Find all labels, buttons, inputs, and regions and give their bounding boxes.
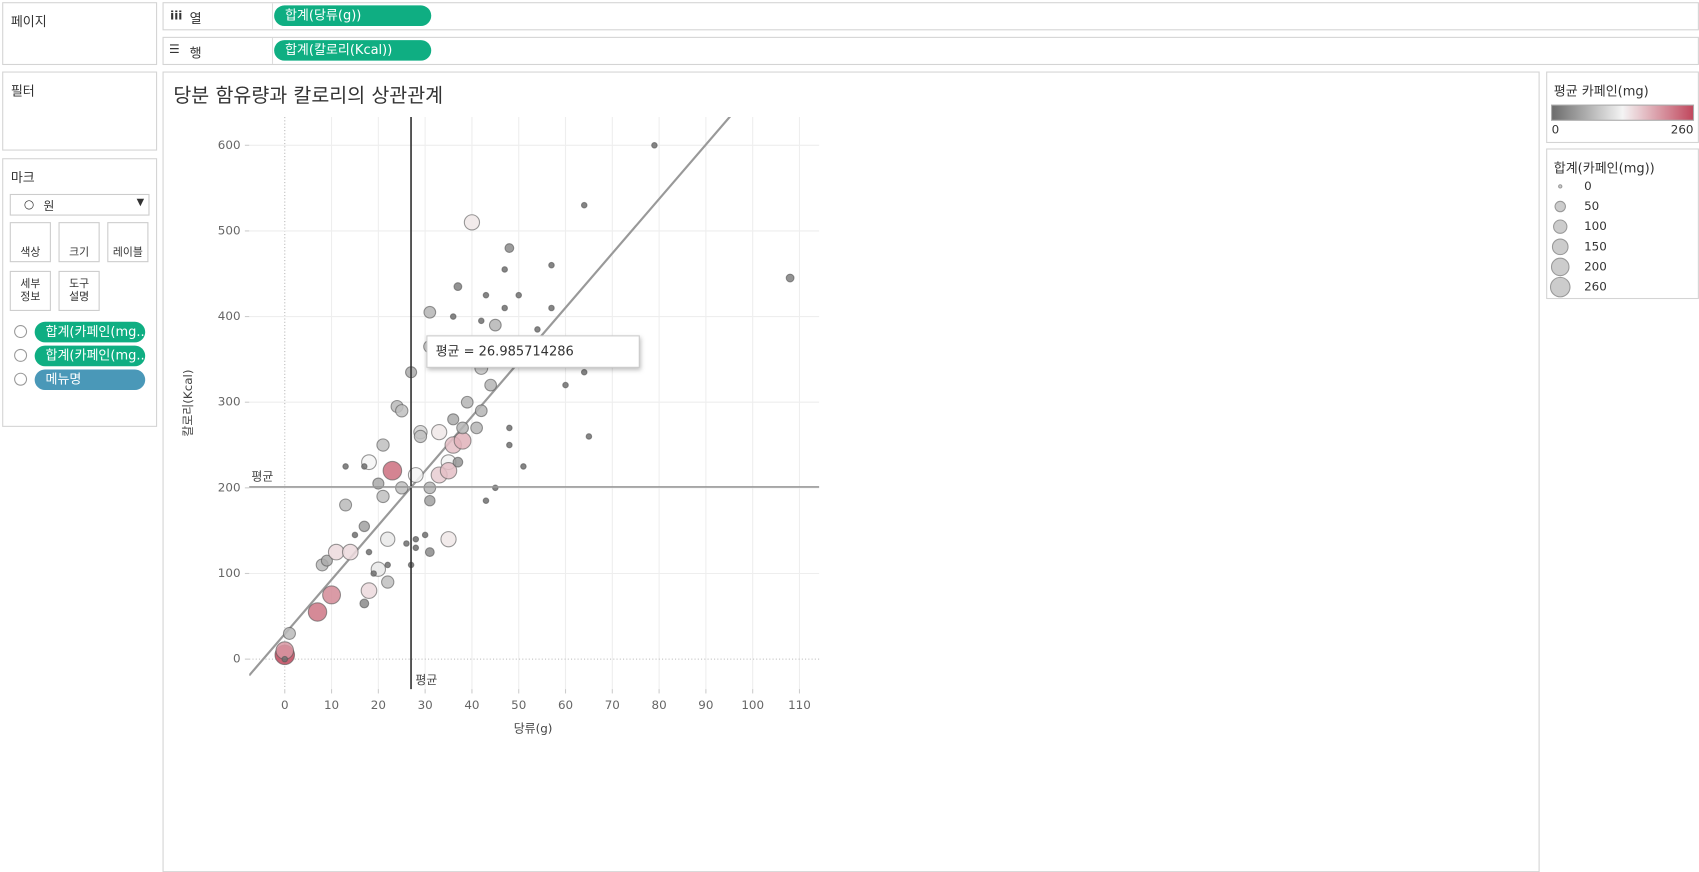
mark-pill[interactable]: 합계(카페인(mg.. [34,321,146,343]
mark-button[interactable]: 크기 [58,222,100,263]
color-legend-title: 평균 카페인(mg) [1553,83,1649,99]
columns-icon: iii [170,8,183,23]
divider [271,3,274,30]
filters-shelf: 필터 [2,71,158,151]
filters-title: 필터 [10,83,35,99]
mark-button[interactable]: 색상 [9,222,51,263]
view [162,71,1540,872]
rows-icon: ☰ [169,42,180,57]
pages-title: 페이지 [10,14,47,30]
rows-shelf: ☰ 행 합계(칼로리(Kcal)) [162,36,1699,66]
circle-icon: ○ [23,197,35,212]
mark-type-dropdown[interactable]: ○ 원 ▼ [9,193,150,216]
pages-shelf: 페이지 [2,2,158,66]
mark-button[interactable]: 세부 정보 [9,270,51,311]
rows-label: 행 [189,45,202,61]
columns-shelf: iii 열 합계(당류(g)) [162,2,1699,31]
columns-pill[interactable]: 합계(당류(g)) [274,5,432,27]
pill-icon [14,325,28,339]
pill-icon [14,348,28,362]
columns-label: 열 [189,10,202,27]
mark-button[interactable]: 레이블 [107,222,149,263]
size-legend-title: 합계(카페인(mg)) [1553,160,1655,176]
rows-pill[interactable]: 합계(칼로리(Kcal)) [274,40,432,61]
marks-title: 마크 [10,170,35,186]
dropdown-arrow: ▼ [136,197,145,209]
pill-icon [14,372,28,386]
mark-pill[interactable]: 메뉴명 [34,369,146,391]
size-legend: 합계(카페인(mg)) [1546,148,1699,300]
mark-type: 원 [43,199,55,214]
divider [271,37,274,64]
mark-pill[interactable]: 합계(카페인(mg.. [34,345,146,367]
mark-button[interactable]: 도구 설명 [58,270,100,311]
color-legend: 평균 카페인(mg) [1546,71,1699,144]
